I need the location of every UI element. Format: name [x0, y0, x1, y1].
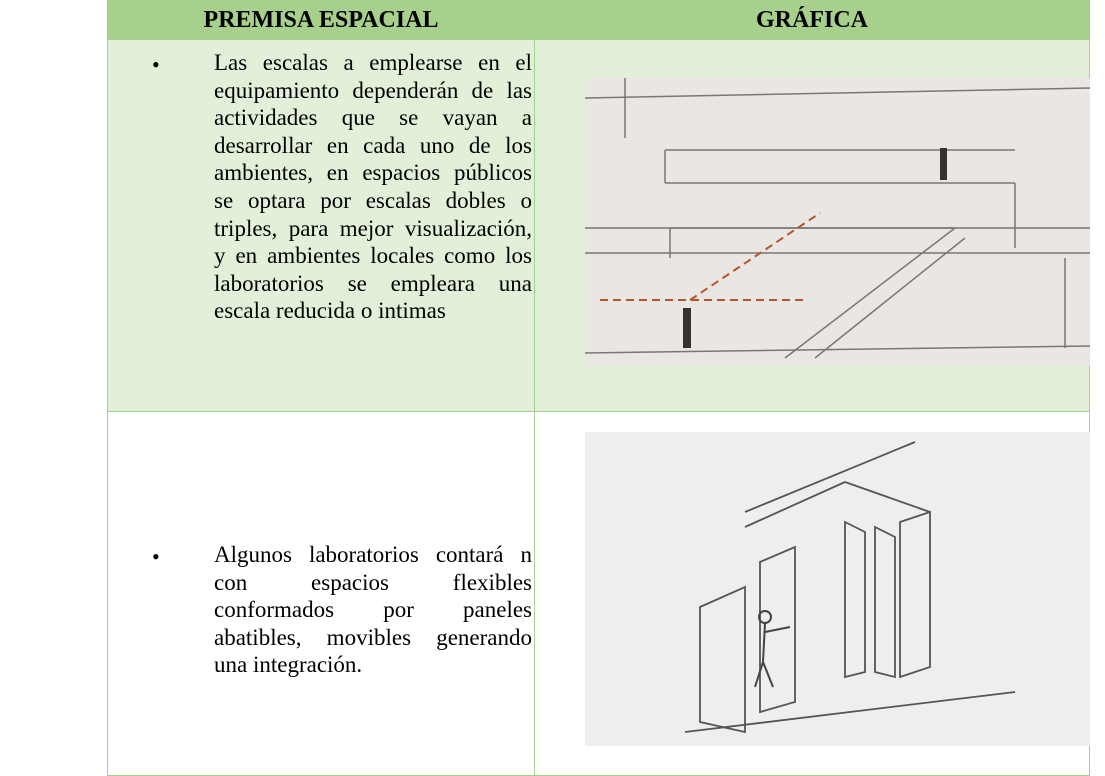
sketch-panels [585, 432, 1090, 746]
graphic-cell [535, 40, 1090, 412]
premise-cell: • Las escalas a emplearse en el equipami… [107, 40, 535, 412]
bullet: • [152, 52, 160, 77]
table: PREMISA ESPACIAL GRÁFICA • Las escalas a… [107, 0, 1090, 776]
premise-text: Las escalas a emplearse en el equipamien… [214, 50, 532, 324]
graphic-cell [535, 412, 1090, 776]
premise-cell: • Algunos laboratorios contará n con esp… [107, 412, 535, 776]
header-cell: GRÁFICA [535, 0, 1090, 40]
sketch-scales [585, 78, 1090, 366]
header-cell: PREMISA ESPACIAL [107, 0, 535, 40]
premise-text: Algunos laboratorios contará n con espac… [214, 542, 532, 678]
bullet: • [152, 544, 160, 569]
